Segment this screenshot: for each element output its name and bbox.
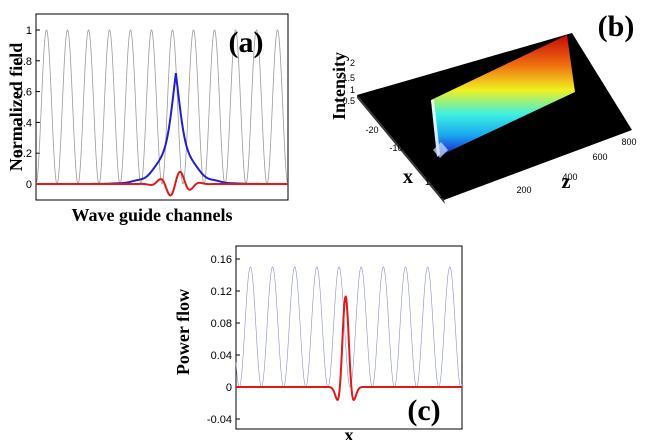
panel-b-z-ticks: 0.5 1 1.5 2 [342, 58, 355, 106]
panel-a-y-tick-label-3: 0.6 [17, 87, 32, 99]
panel-b-x-tick-3: 10 [425, 177, 435, 187]
panel-b-sheet-edge [431, 100, 440, 157]
panel-b-y-tick-2: 600 [592, 152, 607, 162]
panel-b-sheet-fill [431, 35, 575, 157]
panel-a-x-title: Wave guide channels [71, 205, 232, 225]
panel-c-background-waveguide-line [235, 266, 463, 388]
panel-b-x-tick-0: -20 [365, 125, 378, 135]
panel-b-x-tick-1: -10 [389, 143, 402, 153]
panel-c-frame [235, 245, 463, 430]
panel-c-y-tick-label-4: 0.12 [211, 286, 232, 298]
panel-c-red-power-line [236, 295, 462, 401]
panel-a-y-tick-label-5: 1 [26, 25, 32, 37]
panel-c-y-tick-label-1: 0 [226, 382, 232, 394]
panel-b-z-tick-0: 0.5 [342, 96, 355, 106]
panel-c-y-tick-label-5: 0.16 [211, 254, 232, 266]
panel-b-z-tick-1: 1 [350, 85, 355, 95]
panel-c: -0.04 0 0.04 0.08 0.12 0.16 (c) x Power flow [173, 245, 463, 440]
panel-b-y-tick-3: 800 [621, 137, 636, 147]
panel-b-x-axis-title: x [403, 166, 413, 188]
panel-c-y-title: Power flow [173, 289, 193, 375]
panel-b-x-tick-2: 0 [415, 156, 420, 166]
panel-b: Intensity 0.5 1 1.5 2 -20 -10 0 10 20 x … [329, 10, 637, 204]
panel-c-x-title: x [345, 425, 354, 440]
panel-b-sheet-front-glow [433, 142, 448, 158]
panel-c-y-tick-label-0: -0.04 [207, 414, 232, 426]
panel-b-label: (b) [598, 10, 635, 43]
panel-b-z-tick-2: 1.5 [342, 73, 355, 83]
panel-c-label: (c) [407, 394, 440, 427]
panel-a-y-tick-label-1: 0.2 [17, 148, 32, 160]
panel-a-y-ticks: 0 0.2 0.4 0.6 0.8 1 [17, 25, 40, 191]
panel-a-frame [35, 13, 289, 201]
panel-b-x-ticks: -20 -10 0 10 20 [365, 125, 450, 200]
panel-b-z-axis-title: Intensity [329, 52, 349, 120]
panel-a: 0 0.2 0.4 0.6 0.8 1 (a) Wave guide channels N… [6, 13, 289, 225]
panel-b-x-tick-4: 20 [440, 190, 450, 200]
panel-b-sheet [431, 35, 575, 158]
panel-b-z-tick-3: 2 [350, 58, 355, 68]
panel-a-red-field-line [36, 170, 288, 197]
panel-b-floor-front-edge [357, 95, 445, 204]
panel-b-y-axis-title: z [562, 171, 571, 193]
panel-b-y-tick-1: 400 [562, 172, 577, 182]
panel-a-y-title: Normalized field [6, 43, 26, 171]
panel-c-y-tick-label-3: 0.08 [211, 318, 232, 330]
panel-b-y-tick-0: 200 [516, 185, 531, 195]
panel-a-y-tick-label-4: 0.8 [17, 56, 32, 68]
panel-a-y-tick-label-2: 0.4 [17, 117, 32, 129]
panel-a-label: (a) [229, 26, 264, 59]
panel-a-y-tick-label-0: 0 [26, 179, 32, 191]
panel-c-y-tick-label-2: 0.04 [211, 350, 232, 362]
panel-c-y-ticks: -0.04 0 0.04 0.08 0.12 0.16 [207, 254, 240, 426]
panel-b-y-ticks: 200 400 600 800 [516, 137, 636, 195]
